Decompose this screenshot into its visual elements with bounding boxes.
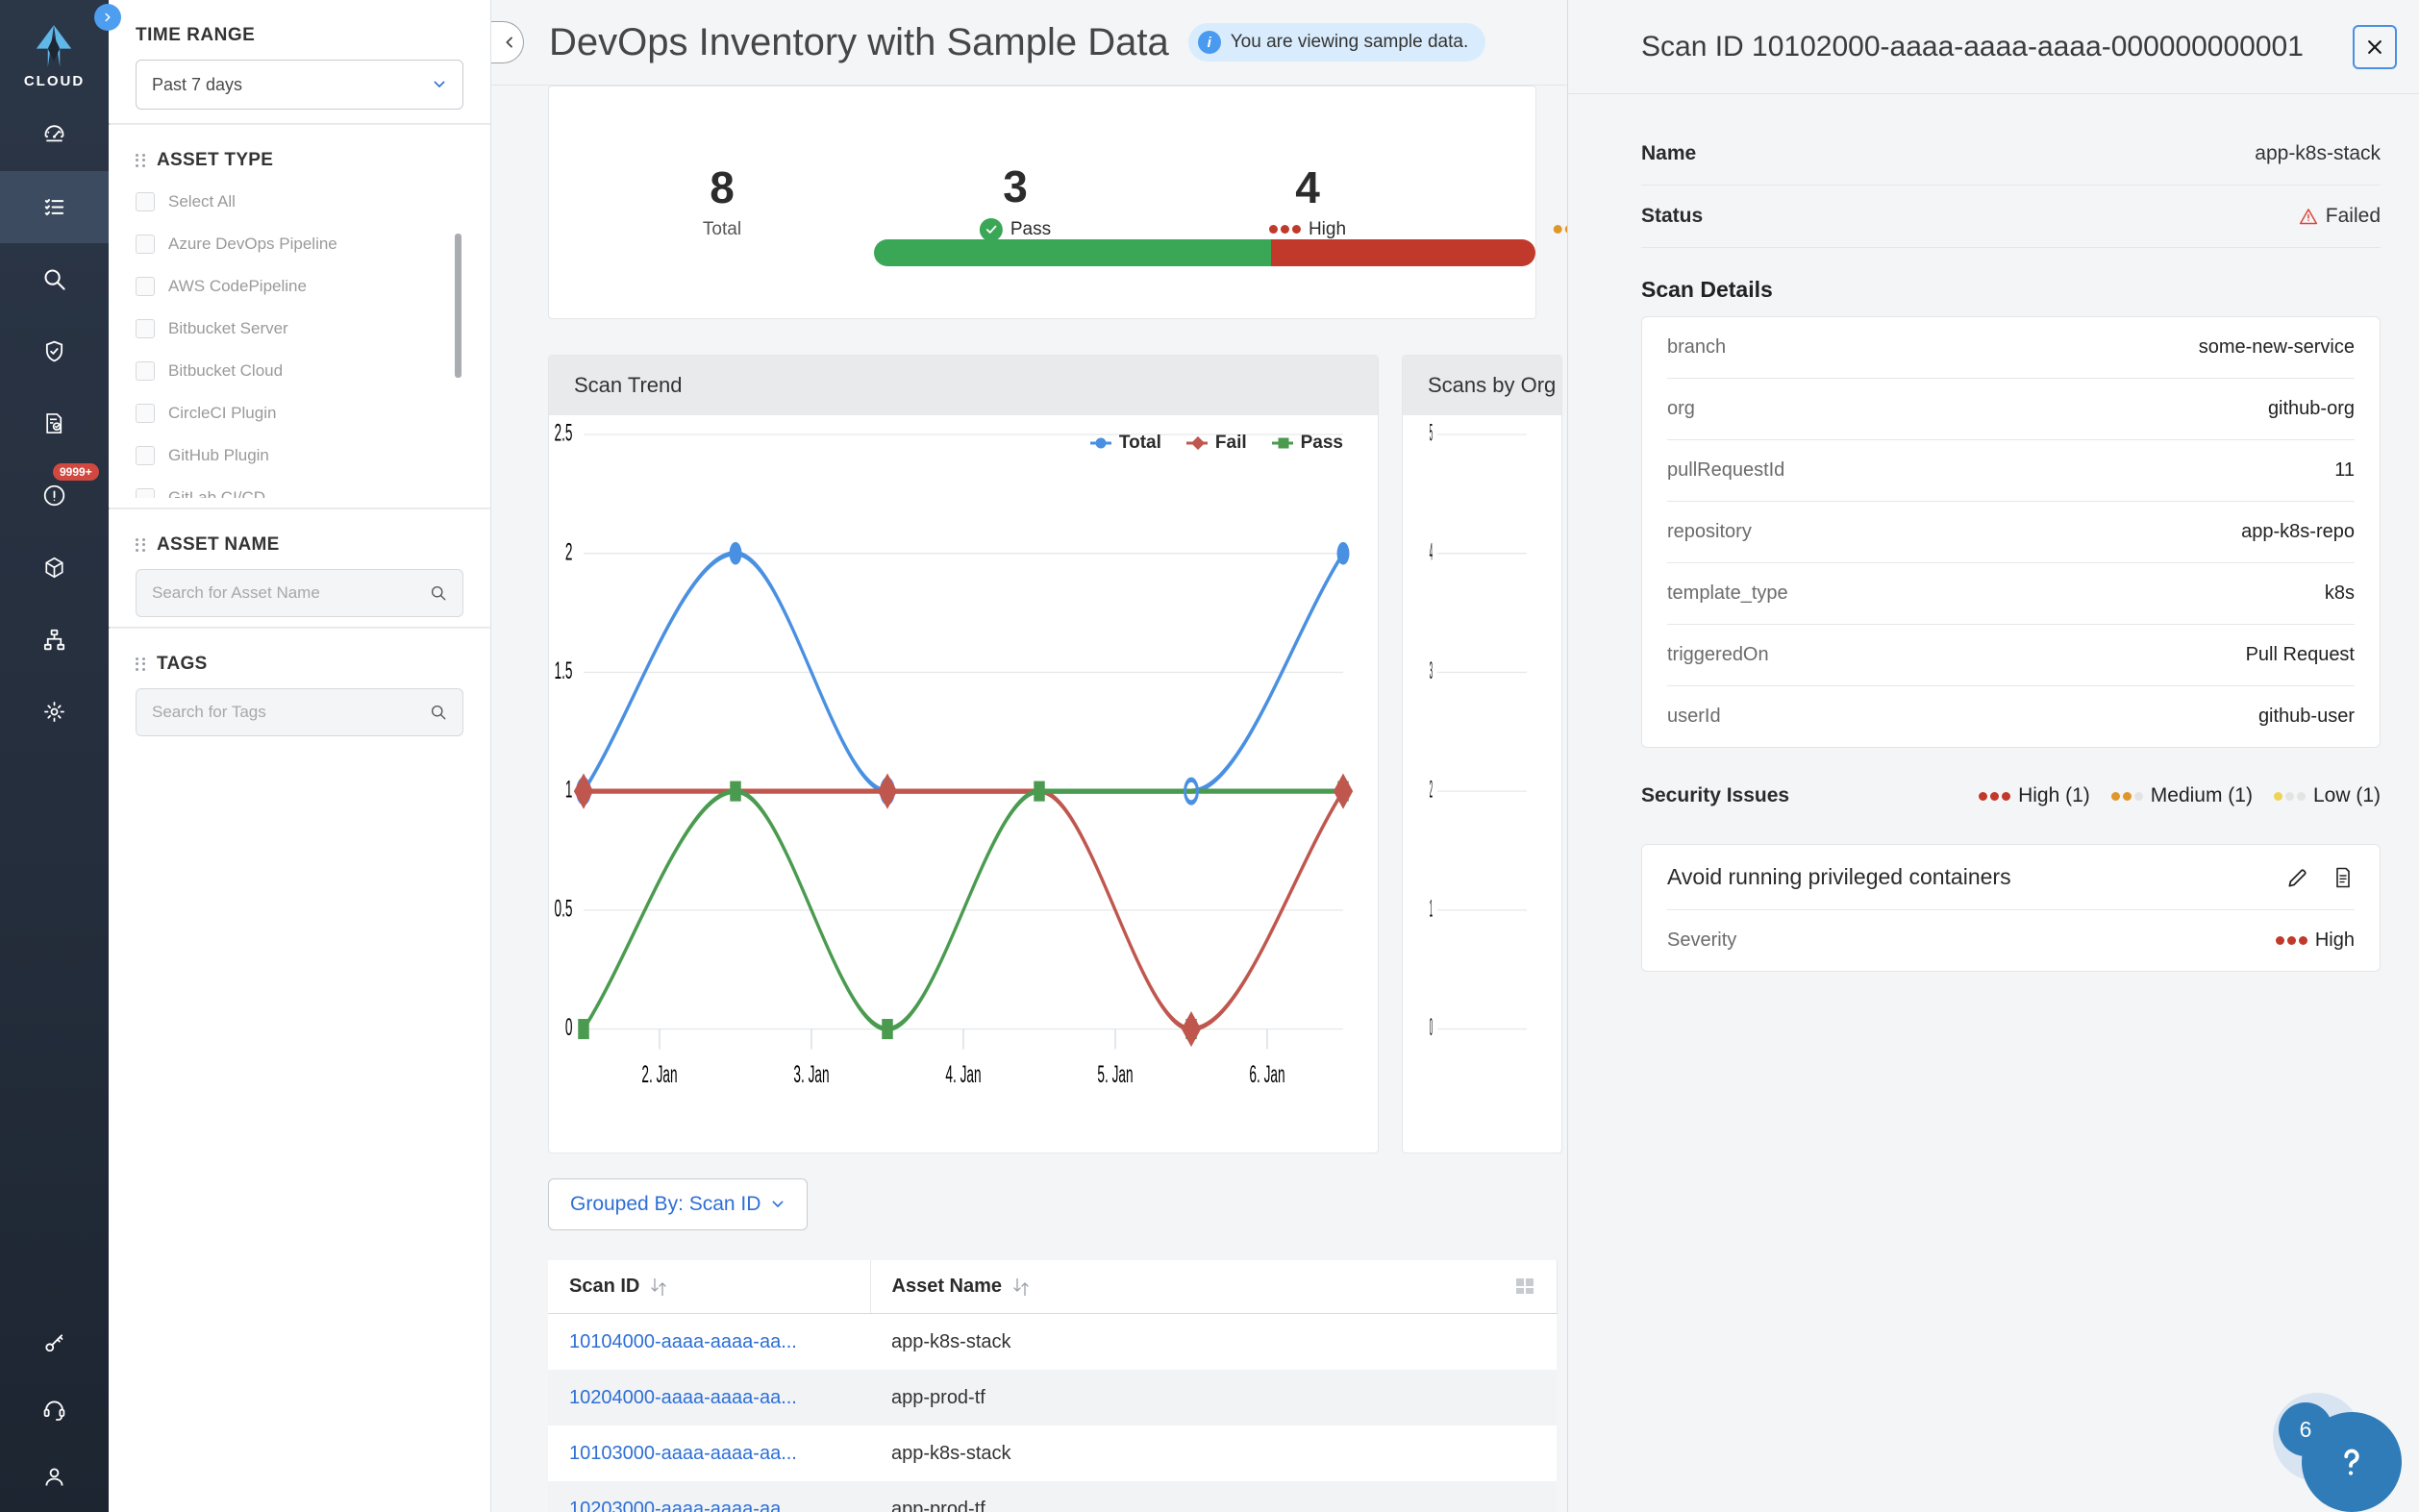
svg-text:3: 3 <box>1430 657 1433 684</box>
svg-text:0: 0 <box>565 1015 573 1041</box>
svg-text:1: 1 <box>1430 895 1433 922</box>
svg-text:1: 1 <box>565 778 573 804</box>
svg-text:4. Jan: 4. Jan <box>945 1062 981 1088</box>
svg-text:3. Jan: 3. Jan <box>793 1062 829 1088</box>
svg-text:2. Jan: 2. Jan <box>641 1062 677 1088</box>
svg-text:0: 0 <box>1430 1014 1433 1041</box>
svg-text:5. Jan: 5. Jan <box>1097 1062 1133 1088</box>
svg-text:2.5: 2.5 <box>555 420 573 446</box>
svg-text:2: 2 <box>565 539 573 565</box>
svg-text:4: 4 <box>1430 538 1433 565</box>
svg-text:6. Jan: 6. Jan <box>1249 1062 1284 1088</box>
svg-text:1.5: 1.5 <box>555 658 573 684</box>
svg-text:0.5: 0.5 <box>555 896 573 922</box>
svg-text:2: 2 <box>1430 777 1433 804</box>
svg-text:5: 5 <box>1430 420 1433 447</box>
